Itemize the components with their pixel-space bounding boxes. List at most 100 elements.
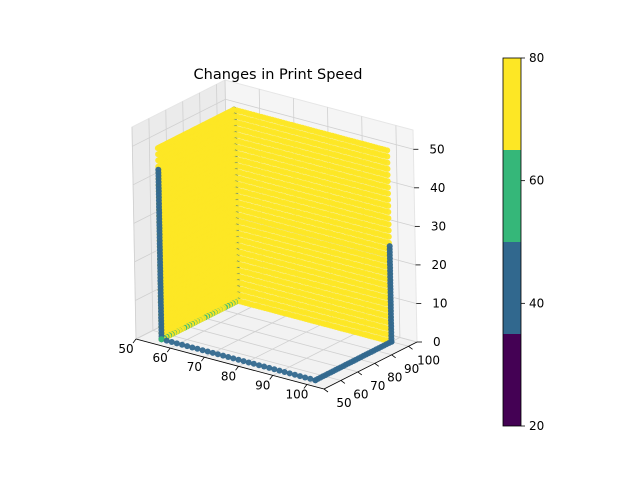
x-tick-label: 60 [153, 351, 168, 365]
z-tick-label: 50 [429, 142, 444, 156]
data-point [155, 166, 162, 173]
data-point [220, 352, 227, 359]
colorbar-segment [503, 242, 521, 334]
colorbar-frame [502, 57, 522, 427]
data-point [281, 369, 288, 375]
z-tick-label: 30 [431, 219, 446, 233]
data-point [194, 345, 201, 352]
y-tick-mark [357, 371, 363, 376]
data-point [261, 363, 268, 370]
data-point [240, 358, 247, 365]
x-tick-label: 100 [285, 387, 308, 401]
x-tick-mark [166, 347, 171, 353]
z-tick-label: 10 [432, 296, 447, 310]
x-tick-mark [201, 356, 205, 362]
x-tick-label: 80 [221, 369, 236, 383]
data-point [384, 159, 391, 166]
data-point [155, 157, 162, 164]
data-point [155, 151, 162, 158]
data-point [184, 343, 191, 350]
data-point [225, 354, 232, 360]
data-point [163, 337, 170, 344]
data-point [302, 374, 309, 381]
x-tick-labels: 50 60 70 80 90 100 [118, 338, 308, 401]
data-point [209, 349, 216, 356]
colorbar-tick-label: 80 [529, 51, 544, 65]
data-point [384, 153, 391, 160]
data-point [385, 196, 392, 203]
x-tick-label: 50 [118, 342, 133, 356]
data-point [214, 351, 221, 358]
data-point [291, 371, 298, 378]
y-tick-mark [340, 380, 346, 384]
colorbar-tick-label: 60 [529, 174, 544, 188]
data-point [230, 355, 237, 362]
z-gridline [132, 98, 414, 150]
data-point [286, 370, 293, 377]
x-axis-line [135, 338, 325, 390]
colorbar-segment [503, 334, 521, 426]
colorbar: 20 40 60 80 [502, 51, 544, 433]
y-tick-label: 50 [336, 396, 351, 410]
x-tick-mark [132, 338, 137, 344]
y-tick-label: 60 [353, 387, 368, 401]
data-point [385, 209, 392, 215]
x-tick-mark [269, 375, 274, 380]
data-point [245, 359, 252, 366]
y-tick-label: 100 [417, 353, 440, 367]
data-point [179, 341, 186, 348]
data-point [384, 172, 391, 178]
y-tick-mark [323, 388, 329, 393]
scatter-points [154, 106, 395, 384]
data-point [256, 362, 262, 369]
data-point [385, 227, 392, 234]
axis-lines [135, 338, 418, 390]
data-point [307, 375, 314, 382]
chart-title: Changes in Print Speed [194, 67, 363, 83]
data-point [276, 367, 283, 374]
y-tick-mark [391, 354, 396, 359]
data-point [154, 145, 161, 152]
y-tick-label: 90 [404, 362, 419, 376]
z-tick-label: 0 [433, 335, 441, 349]
y-tick-label: 80 [387, 370, 402, 384]
data-point [386, 243, 393, 250]
data-point [384, 147, 391, 154]
z-tick-label: 20 [432, 258, 447, 272]
z-tick-label: 40 [430, 181, 445, 195]
x-tick-mark [235, 366, 239, 371]
data-point [385, 190, 391, 197]
data-point [312, 377, 319, 384]
data-point [250, 360, 257, 367]
data-point [385, 202, 392, 209]
data-point [204, 348, 211, 355]
z-tick-labels: 0 10 20 30 40 50 [413, 142, 448, 349]
colorbar-segment [503, 150, 521, 242]
data-point [235, 356, 242, 363]
colorbar-tick-label: 20 [529, 419, 544, 433]
colorbar-tick-label: 40 [529, 296, 544, 310]
data-point [199, 347, 206, 354]
y-tick-mark [408, 345, 413, 350]
data-point [384, 165, 391, 172]
data-point [271, 366, 278, 373]
data-point [384, 184, 391, 191]
x-tick-label: 90 [255, 378, 270, 392]
data-point [384, 178, 391, 185]
data-point [158, 336, 165, 343]
data-point [385, 221, 392, 228]
y-tick-mark [374, 363, 379, 367]
data-point [168, 339, 175, 345]
data-point [266, 364, 273, 371]
y-axis-line [323, 341, 418, 390]
data-point [189, 344, 196, 351]
data-point [173, 340, 180, 347]
colorbar-segment [503, 58, 521, 150]
y-tick-label: 70 [370, 379, 385, 393]
x-tick-label: 70 [187, 360, 202, 374]
data-point [385, 215, 392, 222]
data-point [297, 373, 303, 380]
data-point [385, 233, 392, 240]
